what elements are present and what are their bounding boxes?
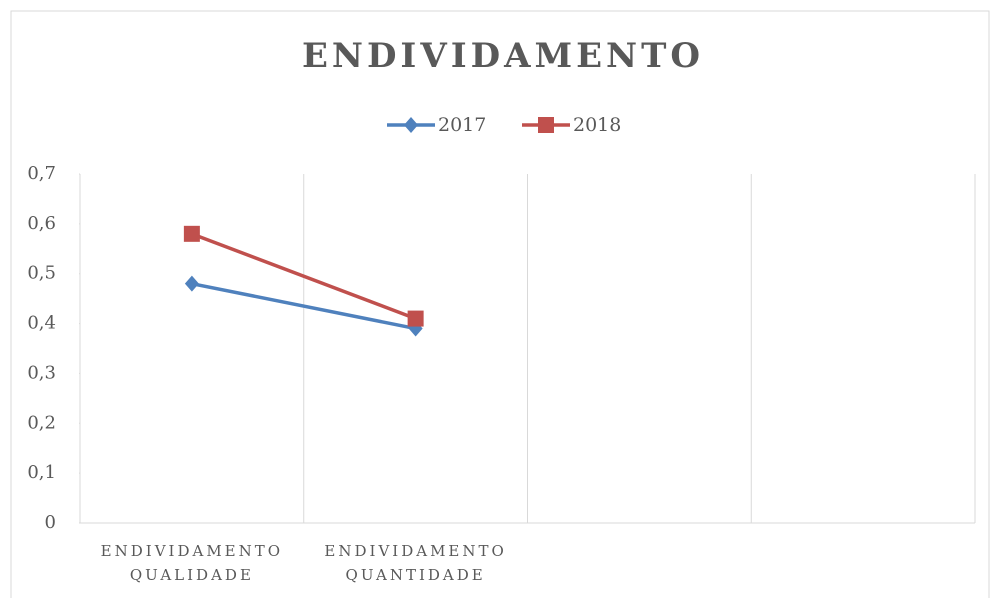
- marker: [183, 225, 200, 242]
- chart-border: [10, 10, 990, 598]
- y-tick-label: 0,5: [27, 263, 56, 284]
- y-tick-label: 0,6: [27, 213, 56, 234]
- marker: [404, 117, 418, 133]
- y-tick-label: 0,4: [27, 313, 56, 334]
- marker: [184, 275, 199, 292]
- series-line: [191, 232, 417, 321]
- chart-title: ENDIVIDAMENTO: [302, 36, 704, 76]
- legend-label: 2017: [438, 114, 486, 136]
- legend-label: 2018: [573, 114, 621, 136]
- y-tick-label: 0: [45, 512, 56, 533]
- marker: [407, 310, 424, 327]
- y-tick-label: 0,7: [27, 163, 56, 184]
- y-tick-label: 0,2: [27, 412, 56, 433]
- marker: [538, 117, 554, 133]
- x-tick-label: ENDIVIDAMENTO QUALIDADE: [101, 542, 283, 584]
- series-line: [191, 281, 416, 331]
- x-tick-label: ENDIVIDAMENTO QUANTIDADE: [324, 542, 506, 584]
- y-tick-label: 0,1: [27, 462, 56, 483]
- y-tick-label: 0,3: [27, 362, 56, 383]
